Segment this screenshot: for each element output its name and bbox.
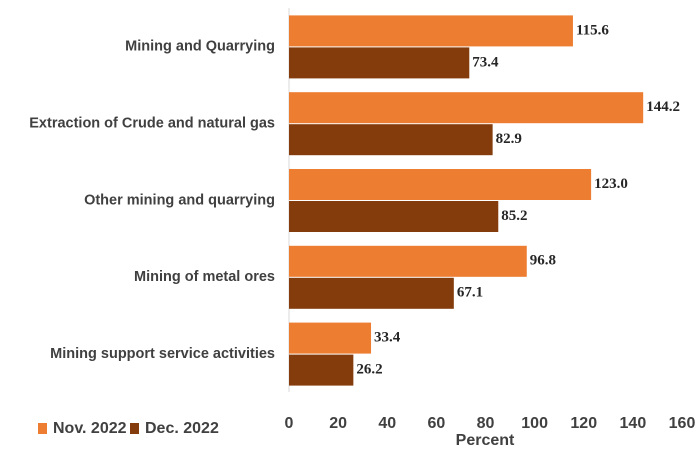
bar (289, 354, 354, 386)
legend-label: Nov. 2022 (53, 420, 127, 437)
bar (289, 47, 470, 79)
x-tick-label: 120 (570, 415, 597, 432)
bar (289, 245, 527, 277)
x-tick-label: 80 (477, 415, 495, 432)
bar (289, 15, 573, 47)
value-label: 96.8 (530, 253, 556, 269)
x-tick-label: 20 (329, 415, 347, 432)
x-tick-label: 100 (521, 415, 548, 432)
bar (289, 92, 644, 124)
y-tick-label: Other mining and quarrying (84, 192, 275, 208)
value-label: 115.6 (576, 22, 609, 38)
y-tick-label: Mining and Quarrying (125, 39, 275, 55)
value-label: 26.2 (356, 362, 382, 378)
value-label: 123.0 (594, 176, 628, 192)
bar (289, 201, 499, 232)
x-tick-label: 60 (427, 415, 445, 432)
x-axis-label: Percent (456, 432, 515, 449)
bar (289, 322, 372, 354)
x-tick-label: 160 (669, 415, 696, 432)
x-tick-label: 0 (285, 415, 294, 432)
bar (289, 169, 592, 200)
bar (289, 124, 493, 156)
value-label: 33.4 (374, 330, 401, 346)
y-tick-label: Mining support service activities (50, 346, 275, 362)
legend-swatch (38, 423, 47, 434)
x-tick-label: 140 (620, 415, 647, 432)
legend-swatch (130, 423, 139, 434)
value-label: 82.9 (496, 131, 522, 147)
value-label: 67.1 (457, 285, 483, 301)
legend-label: Dec. 2022 (145, 420, 219, 437)
x-tick-label: 40 (378, 415, 396, 432)
y-tick-label: Mining of metal ores (134, 269, 275, 285)
bar (289, 277, 454, 309)
value-label: 73.4 (472, 54, 499, 70)
value-label: 85.2 (501, 208, 527, 224)
value-label: 144.2 (646, 99, 680, 115)
y-tick-label: Extraction of Crude and natural gas (29, 116, 275, 132)
